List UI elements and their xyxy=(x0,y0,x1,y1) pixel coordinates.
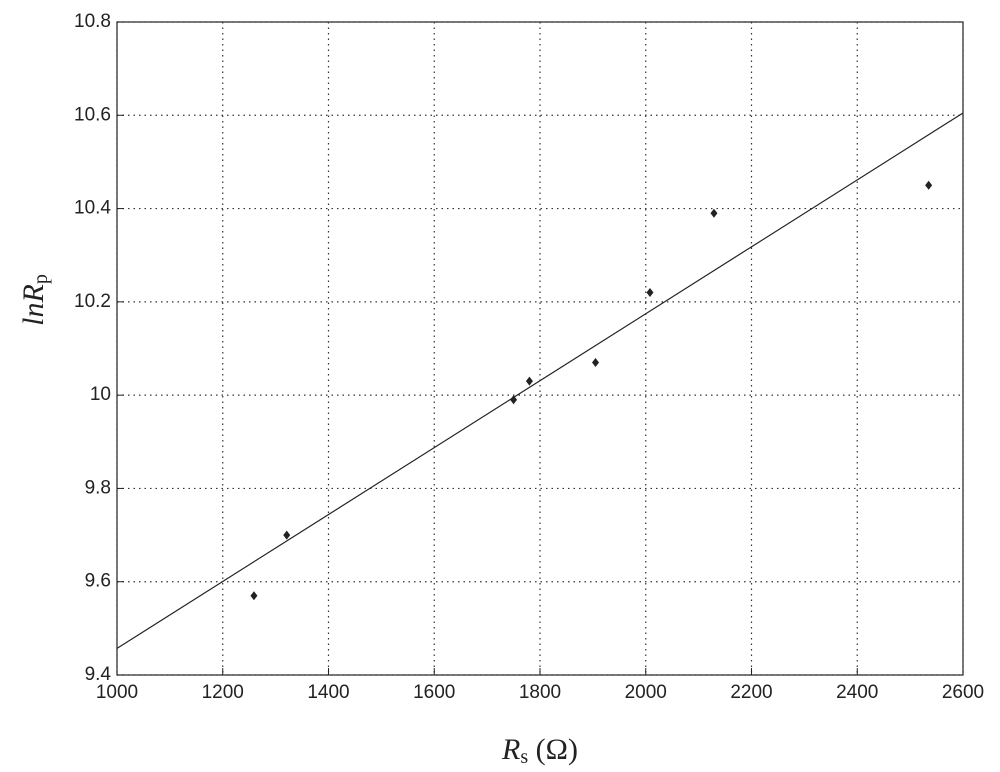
point xyxy=(710,208,718,218)
x-label-sub: s xyxy=(520,746,528,768)
point xyxy=(646,288,654,298)
y-tick-label: 9.6 xyxy=(85,571,111,592)
y-axis-label: lnRp xyxy=(17,274,52,326)
y-tick-label: 9.8 xyxy=(85,477,111,498)
point xyxy=(283,530,291,540)
x-axis-label: Rs (Ω) xyxy=(501,733,578,768)
x-tick-label: 1600 xyxy=(413,682,455,703)
point xyxy=(510,395,518,405)
y-label-main: lnR xyxy=(17,284,50,326)
x-tick-label: 2600 xyxy=(942,682,984,703)
y-tick-label: 10.4 xyxy=(74,198,111,219)
y-tick-label: 10.6 xyxy=(74,104,111,125)
x-label-unit: (Ω) xyxy=(528,733,578,766)
x-tick-label: 1200 xyxy=(202,682,244,703)
point xyxy=(250,591,258,601)
x-tick-label: 2200 xyxy=(730,682,772,703)
x-tick-label: 1400 xyxy=(307,682,349,703)
y-tick-label: 10.2 xyxy=(74,291,111,312)
y-tick-label: 10.8 xyxy=(74,11,111,32)
fit-line xyxy=(116,112,964,649)
point xyxy=(525,376,533,386)
x-label-main: R xyxy=(501,733,520,766)
x-tick-label: 1000 xyxy=(96,682,138,703)
y-label-sub: p xyxy=(30,274,52,284)
x-tick-label: 1800 xyxy=(519,682,561,703)
point xyxy=(925,180,933,190)
y-tick-label: 10 xyxy=(90,384,111,405)
point xyxy=(592,357,600,367)
plot-frame xyxy=(116,21,964,676)
y-tick-label: 9.4 xyxy=(85,664,112,685)
x-tick-label: 2000 xyxy=(625,682,667,703)
x-tick-label: 2400 xyxy=(836,682,878,703)
